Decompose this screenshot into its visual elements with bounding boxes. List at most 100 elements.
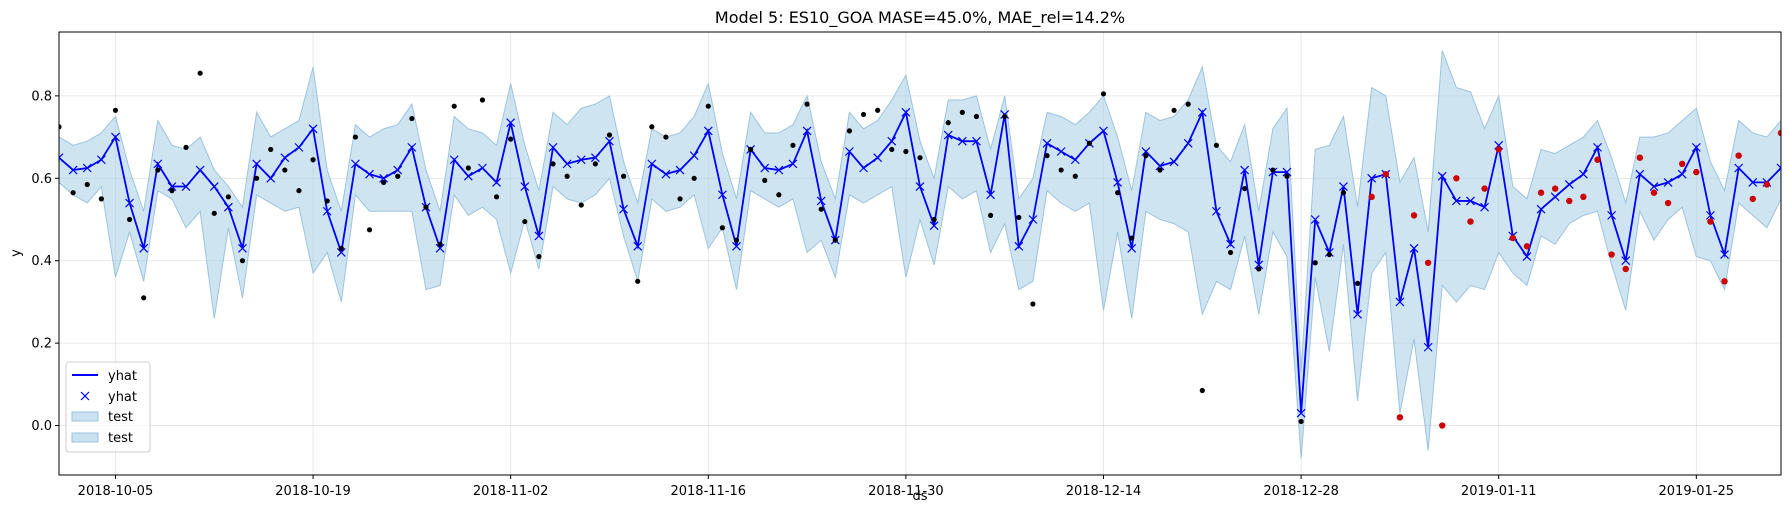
yhat-marker bbox=[816, 196, 826, 206]
yhat-marker bbox=[1240, 165, 1250, 175]
train-point bbox=[112, 107, 119, 113]
train-point bbox=[564, 173, 570, 179]
yhat-marker bbox=[238, 243, 247, 253]
yhat-marker bbox=[1536, 204, 1546, 214]
yhat-marker bbox=[534, 231, 544, 241]
yhat-marker bbox=[1635, 169, 1645, 179]
train-point bbox=[423, 204, 429, 210]
yhat-marker bbox=[308, 124, 318, 134]
x-tick-label: 2018-11-02 bbox=[473, 484, 549, 499]
train-point bbox=[832, 237, 838, 243]
yhat-marker bbox=[520, 182, 530, 191]
train-point bbox=[790, 142, 796, 148]
train-point bbox=[987, 212, 994, 218]
train-point bbox=[649, 124, 655, 130]
yhat-marker bbox=[1282, 167, 1292, 177]
test-point bbox=[1678, 160, 1686, 168]
train-point bbox=[282, 167, 288, 173]
yhat-marker bbox=[859, 163, 868, 173]
yhat-marker bbox=[1155, 161, 1165, 171]
train-point bbox=[1129, 235, 1135, 241]
test-point bbox=[1763, 181, 1771, 188]
train-point bbox=[197, 70, 203, 76]
yhat-marker bbox=[1677, 169, 1687, 179]
test-point bbox=[1566, 197, 1573, 205]
train-point bbox=[620, 173, 627, 179]
legend-label-line: yhat bbox=[108, 369, 137, 384]
yhat-marker bbox=[1141, 147, 1151, 156]
train-point bbox=[1284, 173, 1290, 179]
test-point bbox=[1523, 243, 1531, 250]
train-point bbox=[70, 190, 76, 196]
yhat-marker bbox=[689, 151, 699, 161]
yhat-marker bbox=[435, 243, 445, 253]
train-point bbox=[1270, 167, 1276, 173]
train-point bbox=[1213, 142, 1220, 148]
train-point bbox=[1030, 301, 1036, 307]
yhat-series bbox=[59, 107, 1781, 418]
yhat-marker bbox=[280, 153, 290, 163]
yhat-marker bbox=[1466, 196, 1475, 206]
yhat-marker bbox=[661, 169, 671, 179]
train-point bbox=[875, 107, 881, 113]
train-point bbox=[1227, 249, 1234, 256]
train-point bbox=[141, 295, 147, 301]
train-point bbox=[493, 194, 500, 200]
train-point bbox=[366, 227, 373, 233]
test-point bbox=[1509, 234, 1517, 242]
yhat-marker bbox=[266, 173, 276, 183]
train-point bbox=[719, 225, 725, 231]
train-point bbox=[945, 120, 951, 126]
yhat-marker bbox=[68, 165, 78, 175]
train-point bbox=[1354, 280, 1361, 286]
test-point bbox=[1580, 193, 1587, 201]
train-point bbox=[169, 188, 175, 194]
test-point bbox=[1622, 265, 1629, 273]
train-point bbox=[804, 101, 810, 107]
test-point bbox=[1777, 129, 1781, 137]
yhat-marker bbox=[1480, 202, 1490, 212]
train-point bbox=[550, 161, 556, 167]
test-point bbox=[1439, 422, 1446, 429]
train-point bbox=[310, 157, 316, 163]
test-point bbox=[1664, 199, 1672, 207]
x-tick-label: 2018-10-05 bbox=[78, 484, 154, 499]
legend: yhat yhat test test bbox=[65, 361, 151, 453]
yhat-marker bbox=[223, 202, 233, 212]
legend-marker-swatch bbox=[80, 391, 90, 401]
train-point bbox=[268, 146, 274, 153]
yhat-marker bbox=[1550, 192, 1560, 202]
yhat-marker bbox=[294, 142, 304, 152]
yhat-marker bbox=[463, 171, 473, 181]
test-point bbox=[1495, 146, 1502, 153]
train-point bbox=[98, 196, 104, 202]
train-point bbox=[1242, 185, 1248, 192]
plot-frame bbox=[58, 31, 1782, 476]
test-point bbox=[1424, 259, 1432, 266]
train-point bbox=[451, 103, 457, 109]
x-tick-label: 2018-11-16 bbox=[670, 484, 746, 499]
yhat-marker bbox=[1649, 182, 1659, 191]
confidence-interval-band bbox=[59, 50, 1781, 459]
train-point bbox=[1171, 107, 1177, 113]
train-point bbox=[479, 97, 486, 103]
test-point bbox=[1608, 251, 1615, 258]
yhat-marker bbox=[1720, 250, 1729, 259]
train-point bbox=[126, 216, 133, 223]
yhat-marker bbox=[167, 182, 177, 191]
train-point bbox=[1256, 266, 1262, 272]
yhat-marker bbox=[929, 221, 939, 231]
train-point bbox=[437, 241, 443, 247]
x-tick-label: 2018-11-30 bbox=[868, 484, 944, 499]
y-tick-label: 0.6 bbox=[31, 172, 52, 187]
train-point bbox=[917, 155, 923, 161]
train-point bbox=[1199, 387, 1205, 394]
yhat-marker bbox=[873, 153, 883, 163]
yhat-marker bbox=[1113, 177, 1123, 187]
test-point bbox=[1537, 189, 1545, 196]
x-tick-label: 2018-12-14 bbox=[1066, 484, 1142, 499]
train-point bbox=[748, 146, 754, 153]
yhat-marker bbox=[1211, 206, 1221, 216]
yhat-marker bbox=[59, 153, 64, 163]
